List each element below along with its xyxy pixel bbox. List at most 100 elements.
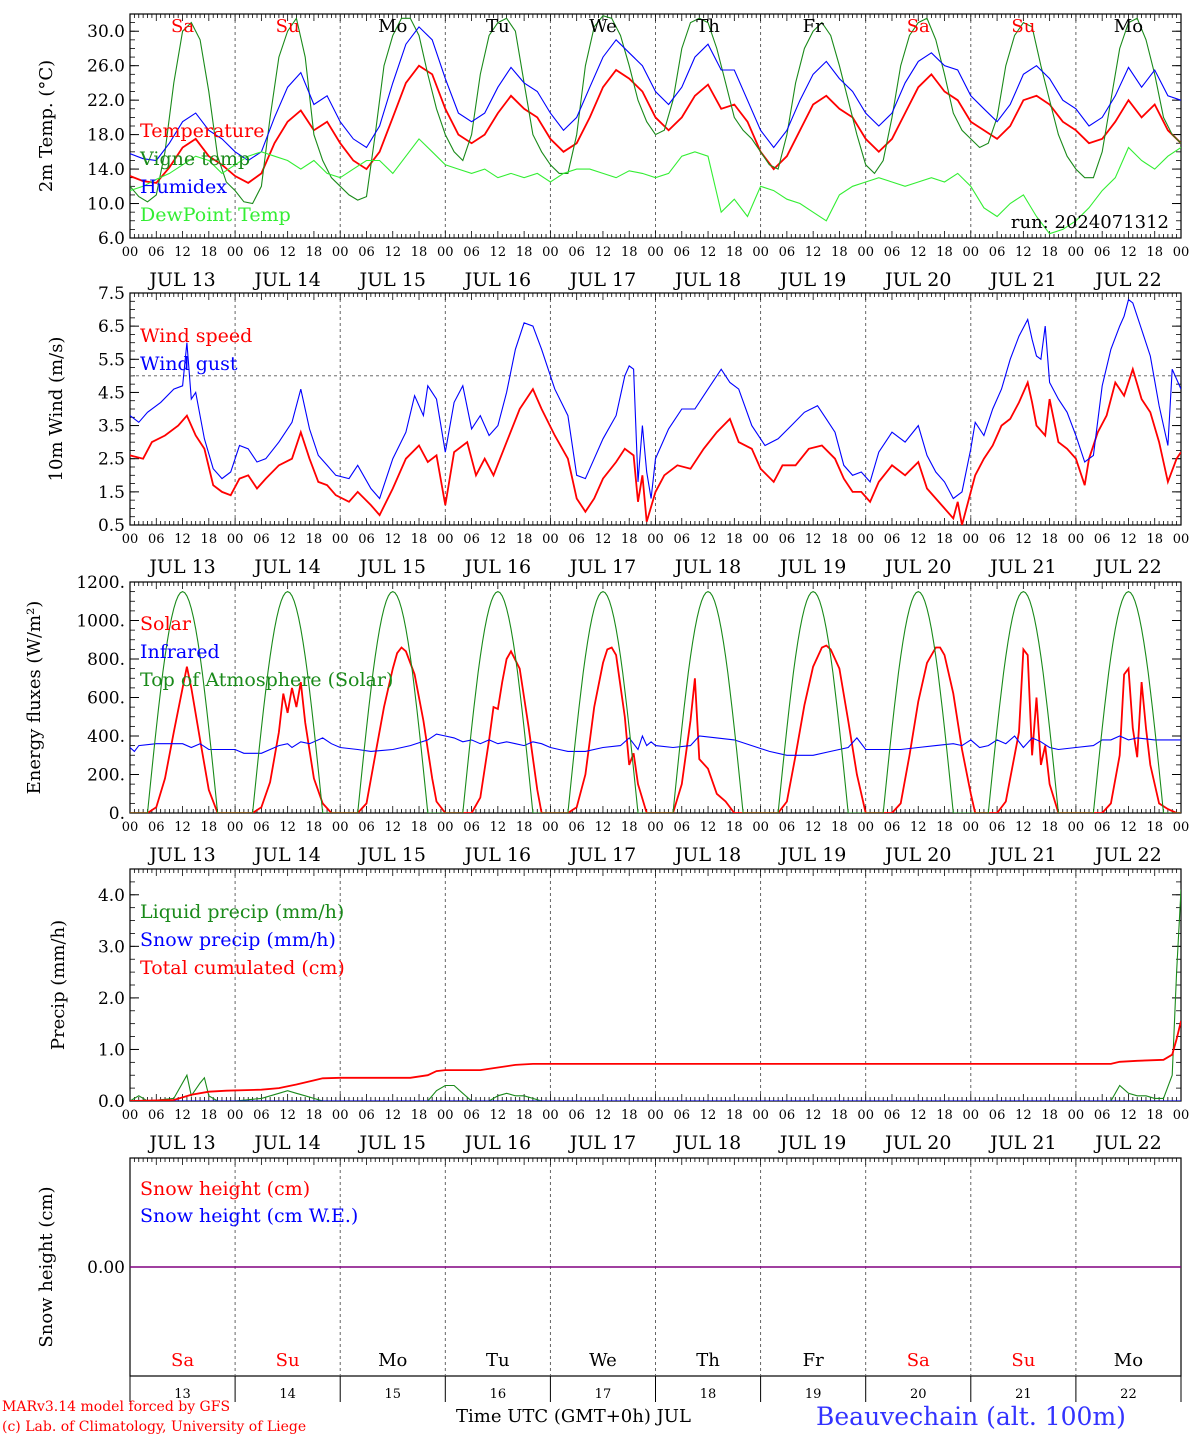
hour-tick-label: 18 [306, 532, 323, 547]
day-name: Th [696, 1350, 720, 1371]
hour-tick-label: 18 [831, 1108, 848, 1123]
hour-tick-label: 18 [411, 820, 428, 835]
hour-tick-label: 18 [306, 1108, 323, 1123]
hour-tick-label: 06 [148, 1108, 165, 1123]
y-tick-label: 2.0 [98, 989, 125, 1009]
hour-tick-label: 12 [1120, 245, 1137, 260]
run-label: run: 2024071312 [1011, 212, 1169, 233]
hour-tick-label: 00 [1173, 532, 1190, 547]
hour-tick-label: 00 [542, 820, 559, 835]
date-label: JUL 16 [463, 844, 531, 866]
hour-tick-label: 00 [1173, 1108, 1190, 1123]
date-label: JUL 13 [147, 844, 215, 866]
hour-tick-label: 18 [1146, 820, 1163, 835]
hour-tick-label: 12 [1015, 532, 1032, 547]
day-name: Th [696, 16, 720, 37]
hour-tick-label: 12 [490, 820, 507, 835]
hour-tick-label: 18 [411, 1108, 428, 1123]
hour-tick-label: 00 [963, 820, 980, 835]
hour-tick-label: 00 [437, 245, 454, 260]
date-label: JUL 20 [883, 269, 951, 291]
hour-tick-label: 12 [174, 532, 191, 547]
hour-tick-label: 18 [516, 245, 533, 260]
day-name: Su [1011, 1350, 1035, 1371]
legend-entry: Solar [140, 613, 192, 635]
hour-tick-label: 12 [595, 532, 612, 547]
hour-tick-label: 00 [227, 245, 244, 260]
date-label: JUL 14 [252, 269, 320, 291]
y-tick-label: 0.00 [87, 1258, 125, 1278]
hour-tick-label: 06 [884, 820, 901, 835]
y-tick-label: 26.0 [87, 57, 125, 77]
legend-entry: Top of Atmosphere (Solar) [140, 669, 393, 691]
date-label: JUL 15 [358, 269, 426, 291]
hour-tick-label: 06 [1094, 245, 1111, 260]
hour-tick-label: 00 [647, 245, 664, 260]
hour-tick-label: 12 [384, 1108, 401, 1123]
hour-tick-label: 06 [884, 245, 901, 260]
hour-tick-label: 00 [437, 1108, 454, 1123]
hour-tick-label: 00 [963, 1108, 980, 1123]
hour-tick-label: 06 [358, 245, 375, 260]
date-label: JUL 17 [568, 269, 636, 291]
hour-tick-label: 00 [122, 1108, 139, 1123]
hour-tick-label: 06 [148, 245, 165, 260]
hour-tick-label: 06 [989, 1108, 1006, 1123]
day-name: Sa [907, 16, 930, 37]
hour-tick-label: 12 [1120, 820, 1137, 835]
legend-entry: Wind gust [140, 353, 238, 375]
y-tick-label: 0.0 [98, 1092, 125, 1112]
hour-tick-label: 18 [621, 532, 638, 547]
date-label: JUL 16 [463, 556, 531, 578]
series-total-cumulated-cm [130, 1020, 1181, 1101]
legend-entry: Liquid precip (mm/h) [140, 901, 344, 923]
y-tick-label: 600. [87, 689, 125, 709]
hour-tick-label: 18 [1041, 532, 1058, 547]
y-axis-title: Snow height (cm) [36, 1186, 57, 1347]
hour-tick-label: 18 [1041, 820, 1058, 835]
day-name: Fr [803, 1350, 824, 1371]
hour-tick-label: 06 [674, 820, 691, 835]
hour-tick-label: 06 [779, 1108, 796, 1123]
day-name: Tu [486, 16, 510, 37]
hour-tick-label: 18 [621, 1108, 638, 1123]
day-number: 17 [595, 1387, 612, 1402]
y-axis-title: 2m Temp. (°C) [36, 60, 57, 192]
hour-tick-label: 00 [647, 1108, 664, 1123]
date-label: JUL 13 [147, 1132, 215, 1154]
hour-tick-label: 18 [936, 1108, 953, 1123]
day-name: Mo [1114, 16, 1143, 37]
hour-tick-label: 00 [542, 245, 559, 260]
day-number: 18 [700, 1387, 717, 1402]
date-label: JUL 18 [673, 844, 741, 866]
hour-tick-label: 18 [621, 820, 638, 835]
legend-entry: Snow height (cm W.E.) [140, 1205, 358, 1227]
hour-tick-label: 00 [332, 532, 349, 547]
hour-tick-label: 18 [936, 820, 953, 835]
hour-tick-label: 06 [463, 820, 480, 835]
hour-tick-label: 12 [279, 532, 296, 547]
hour-tick-label: 18 [726, 245, 743, 260]
hour-tick-label: 12 [805, 245, 822, 260]
hour-tick-label: 00 [857, 1108, 874, 1123]
series-dewpoint-temp [130, 138, 1181, 235]
y-axis-title: Precip (mm/h) [48, 920, 69, 1050]
hour-tick-label: 12 [174, 1108, 191, 1123]
hour-tick-label: 00 [122, 532, 139, 547]
hour-tick-label: 12 [910, 1108, 927, 1123]
hour-tick-label: 12 [384, 820, 401, 835]
hour-tick-label: 00 [857, 245, 874, 260]
hour-tick-label: 00 [752, 532, 769, 547]
date-label: JUL 22 [1093, 844, 1161, 866]
hour-tick-label: 00 [122, 245, 139, 260]
date-label: JUL 15 [358, 1132, 426, 1154]
hour-tick-label: 12 [490, 532, 507, 547]
date-label: JUL 21 [988, 556, 1056, 578]
hour-tick-label: 12 [910, 820, 927, 835]
hour-tick-label: 00 [963, 532, 980, 547]
series-temperature [130, 64, 1181, 184]
date-label: JUL 17 [568, 556, 636, 578]
hour-tick-label: 12 [384, 245, 401, 260]
x-axis-title: Time UTC (GMT+0h) JUL [456, 1406, 691, 1427]
